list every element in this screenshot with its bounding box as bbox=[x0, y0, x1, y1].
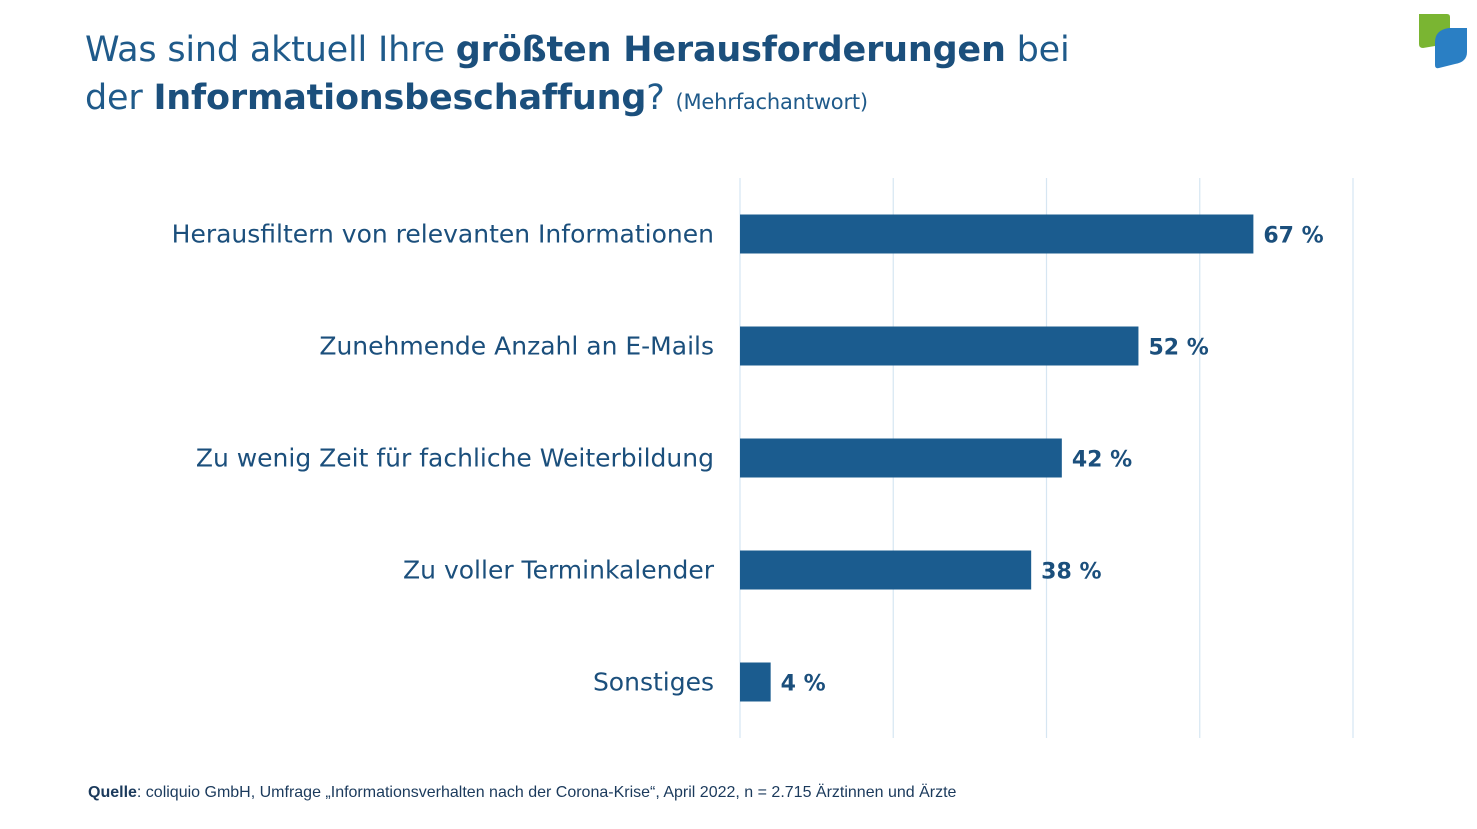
title-part3: der bbox=[85, 78, 154, 118]
category-label-3: Zu voller Terminkalender bbox=[403, 556, 715, 585]
title-part4: ? bbox=[646, 78, 676, 118]
bars bbox=[740, 214, 1254, 702]
source-note: Quelle: coliquio GmbH, Umfrage „Informat… bbox=[88, 784, 956, 802]
value-label-2: 42 % bbox=[1072, 448, 1132, 473]
category-label-0: Herausfiltern von relevanten Information… bbox=[172, 220, 714, 249]
value-label-0: 67 % bbox=[1263, 224, 1323, 249]
bar-chart: Herausfiltern von relevanten Information… bbox=[172, 178, 1354, 738]
bar-1 bbox=[740, 326, 1139, 366]
title-bold2: Informationsbeschaffung bbox=[153, 78, 647, 118]
category-labels: Herausfiltern von relevanten Information… bbox=[172, 220, 715, 697]
title-part1: Was sind aktuell Ihre bbox=[85, 30, 456, 70]
source-label: Quelle bbox=[88, 784, 137, 801]
category-label-2: Zu wenig Zeit für fachliche Weiterbildun… bbox=[196, 444, 714, 473]
value-labels: 67 % 52 % 42 % 38 % 4 % bbox=[781, 224, 1324, 697]
logo-leaf-blue bbox=[1435, 28, 1467, 69]
title-part2: bei bbox=[1005, 30, 1070, 70]
category-label-1: Zunehmende Anzahl an E-Mails bbox=[319, 332, 714, 361]
value-label-3: 38 % bbox=[1041, 560, 1101, 585]
bar-0 bbox=[740, 214, 1254, 254]
bar-4 bbox=[740, 662, 771, 702]
bar-3 bbox=[740, 550, 1032, 590]
coliquio-logo-icon bbox=[1419, 14, 1467, 69]
title-bold1: größten Herausforderungen bbox=[455, 30, 1006, 70]
value-label-4: 4 % bbox=[781, 672, 826, 697]
category-label-4: Sonstiges bbox=[593, 668, 714, 697]
chart-title: Was sind aktuell Ihre größten Herausford… bbox=[85, 26, 1365, 126]
source-text: : coliquio GmbH, Umfrage „Informationsve… bbox=[136, 784, 957, 801]
value-label-1: 52 % bbox=[1148, 336, 1208, 361]
bar-2 bbox=[740, 438, 1062, 478]
chart-subtitle: (Mehrfachantwort) bbox=[675, 90, 869, 114]
